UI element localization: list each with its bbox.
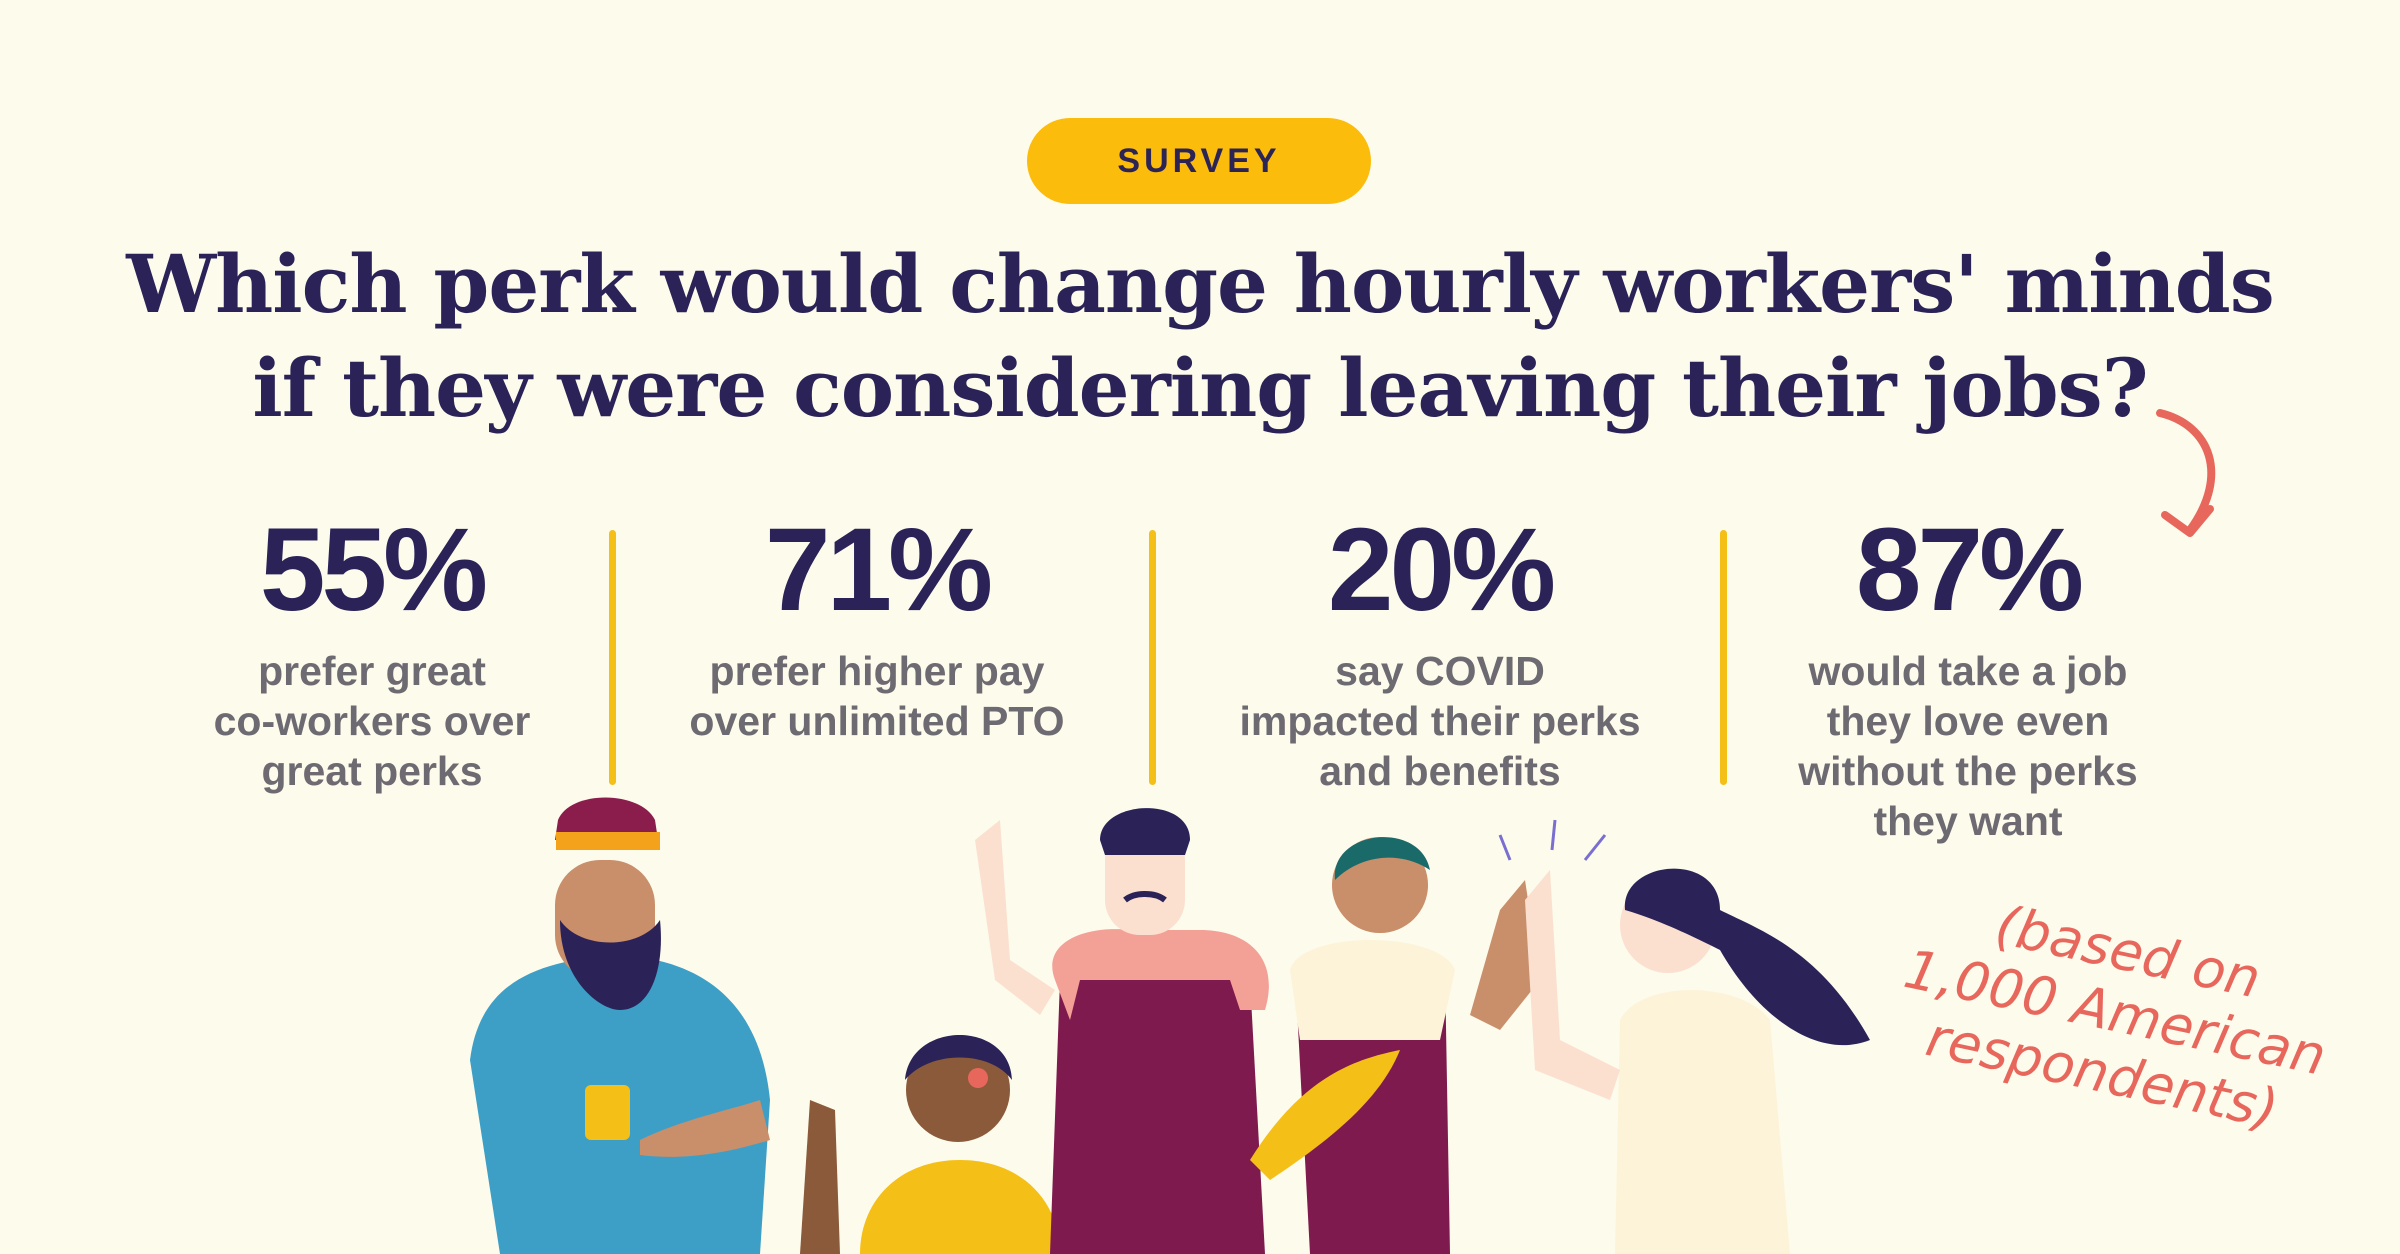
survey-badge: SURVEY [1027,118,1371,204]
stat-description-line: great perks [261,748,483,794]
stat-55: 55% prefer great co-workers over great p… [142,500,602,796]
woman-high-five-illustration [1498,819,1870,1254]
stat-value: 20% [1327,504,1556,636]
curved-arrow-icon [2156,409,2216,537]
title-line-1: Which perk would change hourly workers' … [126,237,2275,331]
stat-description-line: they want [1873,798,2063,844]
respondents-note: (based on 1,000 American respondents) [1866,873,2364,1153]
woman-with-braids-illustration [800,1035,1060,1254]
stat-description: prefer higher pay over unlimited PTO [647,646,1107,746]
stat-description-line: they love even [1826,698,2110,744]
page-title: Which perk would change hourly workers' … [60,232,2340,440]
title-line-2: if they were considering leaving their j… [252,341,2148,435]
stat-description-line: and benefits [1319,748,1561,794]
stat-description-line: say COVID [1335,648,1545,694]
stat-description-line: over unlimited PTO [689,698,1065,744]
stat-description-line: prefer great [258,648,486,694]
bearded-man-illustration [470,797,770,1254]
stat-description-line: impacted their perks [1239,698,1641,744]
stat-20: 20% say COVID impacted their perks and b… [1210,500,1670,796]
stat-description-line: without the perks [1798,748,2138,794]
stat-value: 71% [764,504,993,636]
stat-description: prefer great co-workers over great perks [142,646,602,796]
stat-value: 87% [1855,504,2084,636]
people-illustration [470,797,1870,1254]
divider [1149,530,1156,785]
stat-description: would take a job they love even without … [1738,646,2198,846]
stat-description-line: co-workers over [213,698,531,744]
stat-87: 87% would take a job they love even with… [1738,500,2198,846]
stat-description-line: prefer higher pay [709,648,1045,694]
stat-description: say COVID impacted their perks and benef… [1210,646,1670,796]
stat-value: 55% [259,504,488,636]
divider [1720,530,1727,785]
stat-71: 71% prefer higher pay over unlimited PTO [647,500,1107,746]
man-in-overalls-illustration [975,808,1269,1254]
divider [609,530,616,785]
stat-description-line: would take a job [1808,648,2128,694]
woman-with-measuring-tape-illustration [1250,837,1540,1254]
